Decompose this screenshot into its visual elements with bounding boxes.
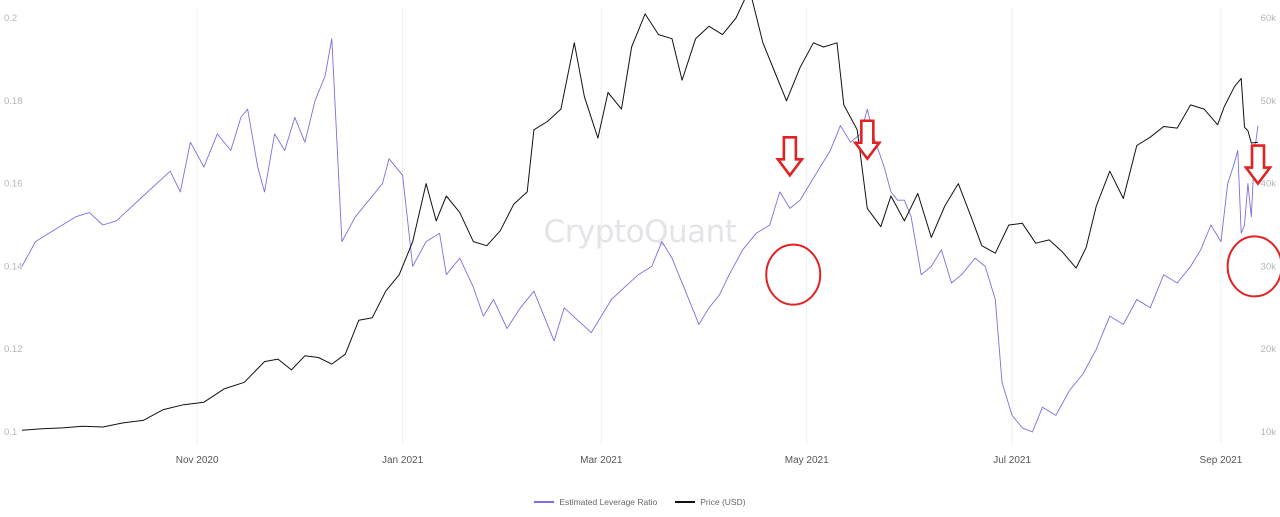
grid — [196, 8, 1222, 444]
y-left-tick-label: 0.2 — [4, 13, 17, 24]
x-tick-label: Nov 2020 — [176, 455, 219, 466]
y-left-tick-label: 0.14 — [4, 261, 23, 272]
leverage-ratio-line — [21, 38, 1259, 433]
annotation-arrow — [1243, 144, 1273, 186]
y-axis-left: 0.1 0.12 0.14 0.16 0.18 0.2 — [4, 13, 23, 438]
x-tick-label: Sep 2021 — [1200, 455, 1243, 466]
legend-label-leverage: Estimated Leverage Ratio — [559, 497, 658, 507]
legend-item-price[interactable]: Price (USD) — [675, 497, 746, 507]
legend-swatch-price — [675, 501, 696, 503]
x-axis: Nov 2020 Jan 2021 Mar 2021 May 2021 Jul 2021… — [176, 455, 1243, 466]
price-line — [21, 0, 1259, 431]
x-tick-label: Jul 2021 — [993, 455, 1031, 466]
y-right-tick-label: 30k — [1261, 261, 1277, 272]
legend-swatch-leverage — [534, 501, 555, 503]
y-left-tick-label: 0.1 — [4, 427, 17, 438]
y-left-tick-label: 0.12 — [4, 344, 23, 355]
annotation-circle — [1226, 235, 1280, 298]
watermark: CryptoQuant — [544, 214, 737, 250]
legend-label-price: Price (USD) — [700, 497, 746, 507]
annotations — [765, 119, 1280, 306]
y-right-tick-label: 60k — [1261, 13, 1277, 24]
y-right-tick-label: 20k — [1261, 344, 1277, 355]
x-tick-label: May 2021 — [785, 455, 829, 466]
annotation-arrow — [852, 119, 882, 161]
y-right-tick-label: 50k — [1261, 96, 1277, 107]
x-tick-label: Mar 2021 — [580, 455, 623, 466]
y-right-tick-label: 40k — [1261, 179, 1277, 190]
legend: Estimated Leverage Ratio Price (USD) — [0, 497, 1280, 507]
annotation-arrow — [775, 136, 805, 178]
legend-item-leverage[interactable]: Estimated Leverage Ratio — [534, 497, 657, 507]
y-axis-right: 10k 20k 30k 40k 50k 60k — [1261, 13, 1277, 438]
annotation-circle — [765, 243, 822, 306]
y-left-tick-label: 0.18 — [4, 96, 23, 107]
series-lines — [21, 0, 1259, 433]
x-tick-label: Jan 2021 — [382, 455, 424, 466]
y-right-tick-label: 10k — [1261, 427, 1277, 438]
y-left-tick-label: 0.16 — [4, 179, 23, 190]
